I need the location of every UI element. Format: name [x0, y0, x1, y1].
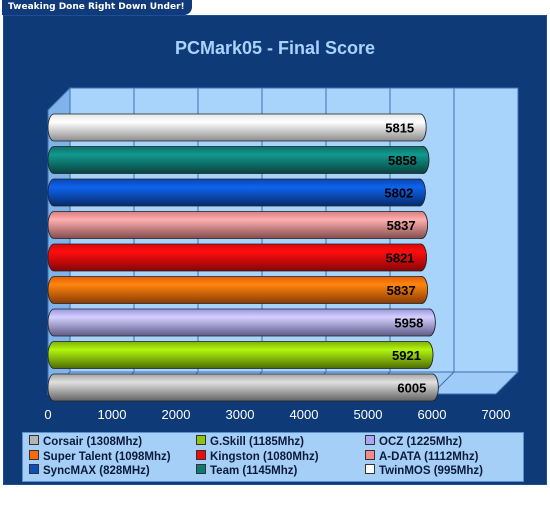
bar-4: 5837 [47, 211, 428, 239]
bar-value-label: 5921 [392, 348, 421, 363]
legend-swatch [196, 449, 206, 460]
bar-value-label: 5837 [387, 283, 416, 298]
legend-swatch [365, 464, 375, 474]
bar-value-label: 6005 [397, 381, 426, 396]
bar-6: 5837 [47, 276, 428, 304]
site-tagline-tab: Tweaking Done Right Down Under! [2, 0, 192, 15]
legend-label: Kingston (1080Mhz) [210, 450, 319, 463]
bar-8: 5921 [47, 341, 434, 369]
bar-2: 5858 [47, 146, 430, 174]
legend-label: OCZ (1225Mhz) [379, 436, 463, 448]
bar-body [47, 308, 436, 337]
legend: Corsair (1308Mhz) G.Skill (1185Mhz) OCZ (1… [22, 432, 524, 482]
legend-label: SyncMAX (828MHz) [43, 465, 150, 477]
bar-value-label: 5958 [394, 316, 423, 331]
bar-body [47, 178, 426, 207]
x-tick-label: 6000 [418, 407, 447, 422]
bar-body [47, 211, 428, 239]
x-tick-label: 5000 [354, 407, 383, 422]
legend-item: Corsair (1308Mhz) [29, 435, 142, 449]
legend-item: A-DATA (1112Mhz) [365, 449, 479, 464]
legend-item: Super Talent (1098Mhz) [29, 449, 171, 464]
bar-9: 6005 [47, 373, 439, 402]
legend-swatch [196, 464, 206, 474]
bar-value-label: 5837 [387, 218, 416, 233]
legend-label: TwinMOS (995Mhz) [379, 465, 483, 477]
chart-title: PCMark05 - Final Score [174, 38, 376, 58]
x-tick-label: 7000 [482, 407, 511, 422]
legend-label: G.Skill (1185Mhz) [210, 436, 304, 448]
legend-swatch [196, 435, 206, 445]
bar-value-label: 5821 [386, 251, 415, 266]
legend-item: Kingston (1080Mhz) [196, 449, 319, 464]
legend-item: OCZ (1225Mhz) [365, 435, 462, 449]
bar-body [47, 276, 428, 304]
bar-3: 5802 [47, 178, 426, 207]
bar-body [47, 341, 434, 369]
bar-7: 5958 [47, 308, 436, 337]
legend-swatch [365, 449, 375, 460]
x-tick-label: 4000 [290, 407, 319, 422]
bar-value-label: 5802 [384, 186, 413, 201]
bar-body [47, 146, 430, 174]
legend-item: TwinMOS (995Mhz) [365, 464, 483, 478]
legend-swatch [29, 464, 39, 474]
legend-item: SyncMAX (828MHz) [29, 464, 150, 478]
legend-swatch [365, 435, 375, 445]
bar-value-label: 5858 [388, 153, 417, 168]
legend-label: Team (1145Mhz) [210, 465, 298, 477]
bar-value-label: 5815 [385, 121, 414, 136]
bar-5: 5821 [47, 243, 427, 272]
legend-label: Super Talent (1098Mhz) [43, 450, 171, 463]
bar-1: 5815 [47, 113, 427, 142]
bar-body [47, 113, 427, 142]
legend-label: A-DATA (1112Mhz) [379, 450, 479, 463]
x-tick-label: 2000 [162, 407, 191, 422]
x-tick-label: 1000 [98, 407, 127, 422]
legend-item: G.Skill (1185Mhz) [196, 435, 304, 449]
bar-body [47, 243, 427, 272]
legend-swatch [29, 449, 39, 460]
legend-item: Team (1145Mhz) [196, 464, 297, 478]
legend-label: Corsair (1308Mhz) [43, 436, 143, 448]
bar-body [47, 373, 439, 402]
x-tick-label: 0 [44, 407, 51, 422]
x-tick-label: 3000 [226, 407, 255, 422]
legend-swatch [29, 435, 39, 445]
